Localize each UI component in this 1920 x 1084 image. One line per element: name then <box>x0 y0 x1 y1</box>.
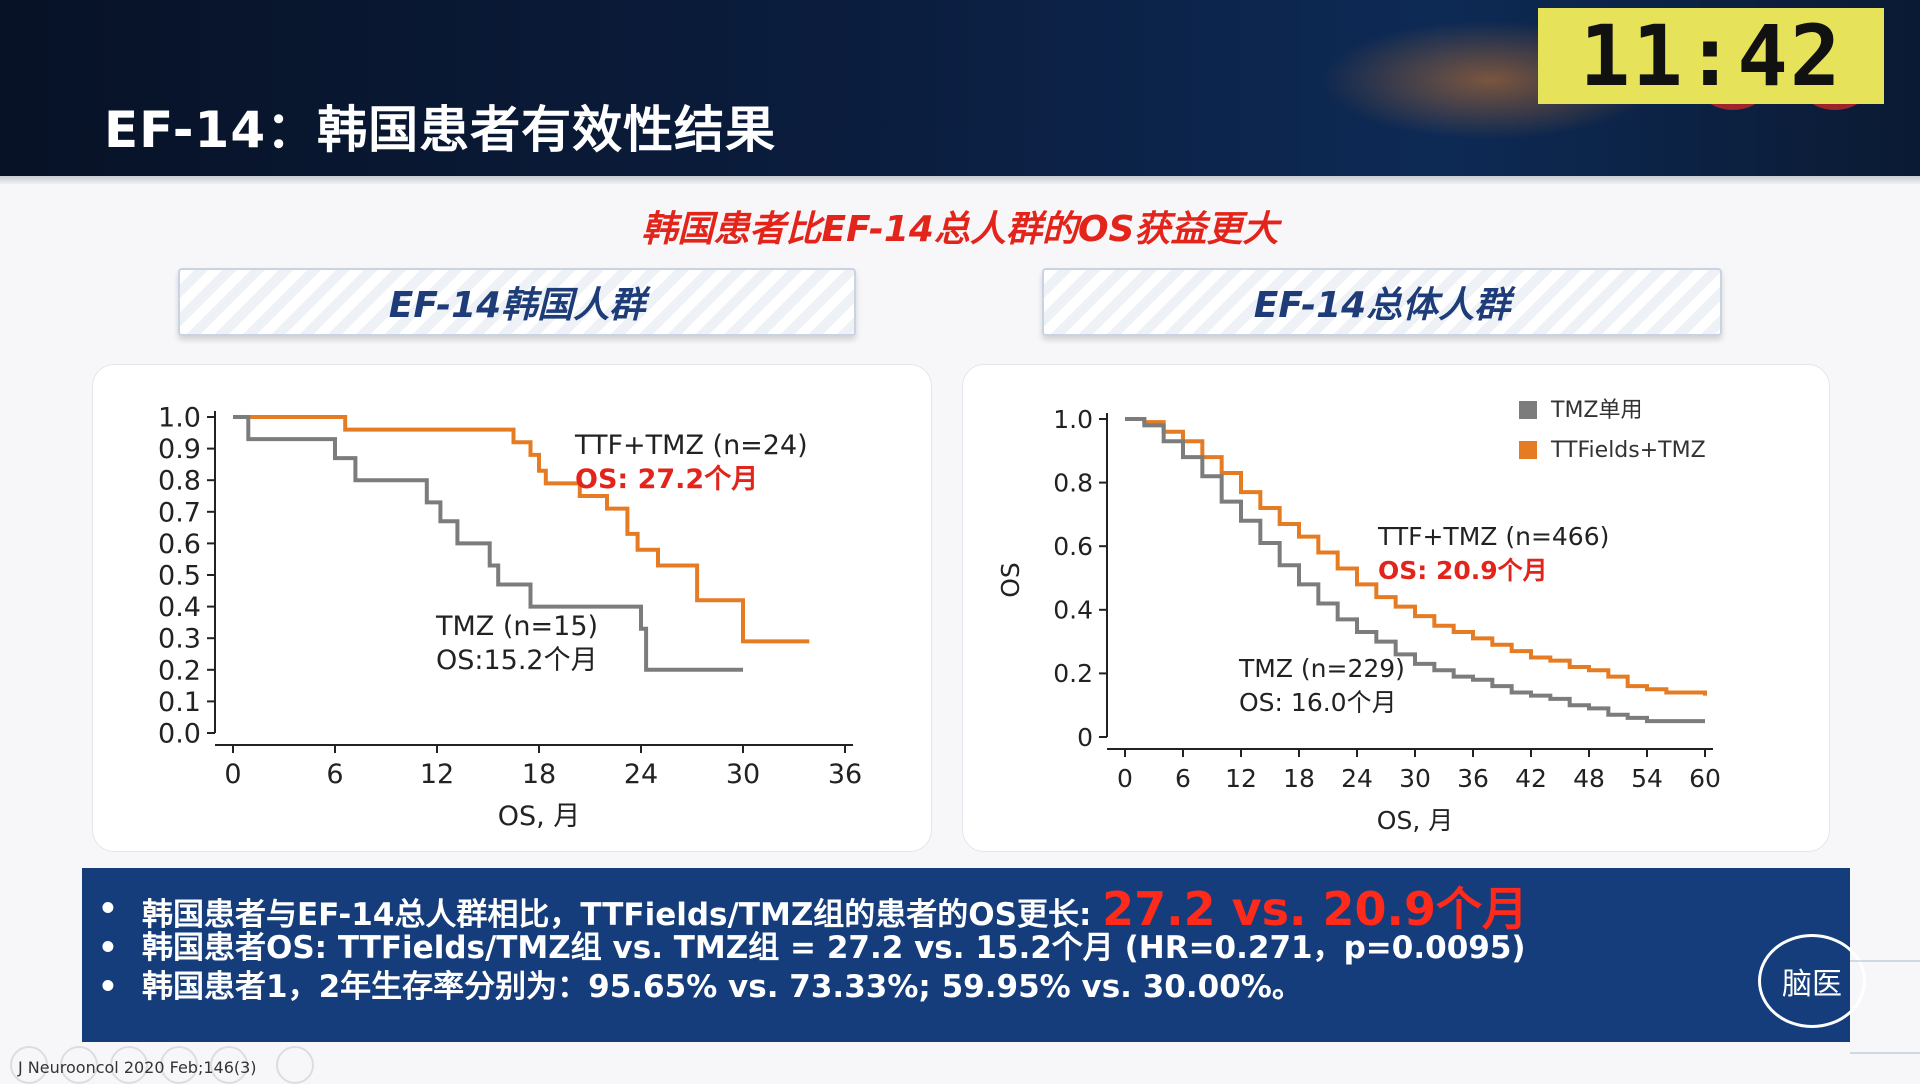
km-curve-tmz <box>1125 417 1705 724</box>
x-tick-label: 48 <box>1573 764 1605 793</box>
korea-km-chart: 0.00.10.20.30.40.50.60.70.80.91.0 0 6 12 18 2… <box>158 402 862 832</box>
median-os-label: OS: 20.9个月 <box>1378 556 1548 585</box>
y-tick-label: 0 <box>1077 723 1093 752</box>
km-curve-ttf-tmz <box>1125 417 1707 696</box>
y-tick-label: 0.9 <box>158 434 201 465</box>
summary-bullet-1: 韩国患者与EF-14总人群相比，TTFields/TMZ组的患者的OS更长: 2… <box>98 886 1850 933</box>
right-panel-banner: EF-14总体人群 <box>1042 268 1722 336</box>
km-curve-tmz <box>233 415 743 672</box>
circuit-decoration <box>1850 960 1920 1054</box>
y-tick-label: 0.5 <box>158 560 201 591</box>
series-label: TTF+TMZ (n=466) <box>1377 522 1609 551</box>
y-tick-label: 0.2 <box>1053 659 1093 688</box>
y-tick-label: 0.6 <box>1053 532 1093 561</box>
summary-bullet-3: 韩国患者1，2年生存率分别为：95.65% vs. 73.33%; 59.95%… <box>98 968 1850 1007</box>
series-label: TMZ (n=15) <box>435 611 598 642</box>
y-tick-label: 1.0 <box>158 402 201 433</box>
y-tick-label: 0.7 <box>158 497 201 528</box>
x-tick-label: 30 <box>726 759 760 790</box>
brand-logo-text: 脑医 <box>1782 967 1842 1002</box>
summary-highlight: 27.2 vs. 20.9个月 <box>1102 882 1529 936</box>
more-options-button[interactable] <box>276 1046 314 1084</box>
y-tick-label: 1.0 <box>1053 405 1093 434</box>
x-tick-label: 54 <box>1631 764 1663 793</box>
x-tick-label: 18 <box>522 759 556 790</box>
x-tick-label: 36 <box>828 759 862 790</box>
y-tick-label: 0.8 <box>1053 468 1093 497</box>
series-label: TMZ (n=229) <box>1238 654 1405 683</box>
overall-km-chart-panel: 0 0.2 0.4 0.6 0.8 1.0 0 6 12 18 24 30 36 42 48 54 60 OS, … <box>962 364 1830 852</box>
legend-swatch <box>1519 441 1537 459</box>
slide-headline: 韩国患者比EF-14总人群的OS获益更大 <box>641 209 1279 250</box>
y-tick-label: 0.4 <box>1053 596 1093 625</box>
median-os-label: OS: 27.2个月 <box>575 464 758 495</box>
x-tick-label: 36 <box>1457 764 1489 793</box>
legend-label: TTFields+TMZ <box>1550 438 1706 463</box>
x-tick-label: 6 <box>1175 764 1191 793</box>
x-tick-label: 12 <box>420 759 454 790</box>
x-tick-label: 0 <box>1117 764 1133 793</box>
y-tick-label: 0.8 <box>158 466 201 497</box>
y-tick-label: 0.3 <box>158 624 201 655</box>
x-tick-label: 30 <box>1399 764 1431 793</box>
x-tick-label: 6 <box>326 759 343 790</box>
x-tick-label: 42 <box>1515 764 1547 793</box>
y-tick-label: 0.4 <box>158 592 201 623</box>
timer-display: 11:42 <box>1538 7 1884 105</box>
x-tick-label: 24 <box>624 759 658 790</box>
header-divider <box>0 176 1920 184</box>
legend-label: TMZ单用 <box>1550 398 1643 423</box>
x-tick-label: 18 <box>1283 764 1315 793</box>
x-tick-label: 0 <box>224 759 241 790</box>
y-tick-label: 0.6 <box>158 529 201 560</box>
x-axis-label: OS, 月 <box>498 801 581 832</box>
brand-logo: 脑医 <box>1758 934 1866 1028</box>
korea-km-chart-panel: 0.0 0.1 0.2 0.3 0.4 0.5 0.6 0.7 0.8 0.9 1.0 0 6 12 18 2… <box>92 364 932 852</box>
y-tick-label: 0.1 <box>158 687 201 718</box>
overall-km-chart: 0 0.2 0.4 0.6 0.8 1.0 0 6 12 18 24 30 36 42 48 54 60 OS, … <box>996 398 1721 835</box>
summary-box: 韩国患者与EF-14总人群相比，TTFields/TMZ组的患者的OS更长: 2… <box>82 868 1850 1042</box>
left-panel-title: EF-14韩国人群 <box>388 285 646 326</box>
summary-bullet-2: 韩国患者OS: TTFields/TMZ组 vs. TMZ组 = 27.2 vs… <box>98 929 1850 968</box>
timer-text: 11:42 <box>1579 7 1843 105</box>
x-axis-label: OS, 月 <box>1377 806 1453 835</box>
series-label: TTF+TMZ (n=24) <box>574 430 808 461</box>
x-tick-label: 60 <box>1689 764 1721 793</box>
y-axis-label: OS <box>996 562 1025 598</box>
x-tick-label: 24 <box>1341 764 1373 793</box>
x-tick-label: 12 <box>1225 764 1257 793</box>
y-tick-label: 0.2 <box>158 655 201 686</box>
right-panel-title: EF-14总体人群 <box>1253 285 1511 326</box>
legend-swatch <box>1519 401 1537 419</box>
y-tick-label: 0.0 <box>158 718 201 749</box>
summary-bullet-1-text: 韩国患者与EF-14总人群相比，TTFields/TMZ组的患者的OS更长: <box>142 897 1103 933</box>
median-os-label: OS: 16.0个月 <box>1239 688 1397 717</box>
citation: J Neurooncol 2020 Feb;146(3) <box>18 1058 257 1077</box>
left-panel-banner: EF-14韩国人群 <box>178 268 856 336</box>
median-os-label: OS:15.2个月 <box>436 645 598 676</box>
km-curve-ttf-tmz <box>233 415 810 644</box>
slide-header: EF-14：韩国患者有效性结果 11:42 <box>0 0 1920 176</box>
slide-title: EF-14：韩国患者有效性结果 <box>104 101 777 159</box>
